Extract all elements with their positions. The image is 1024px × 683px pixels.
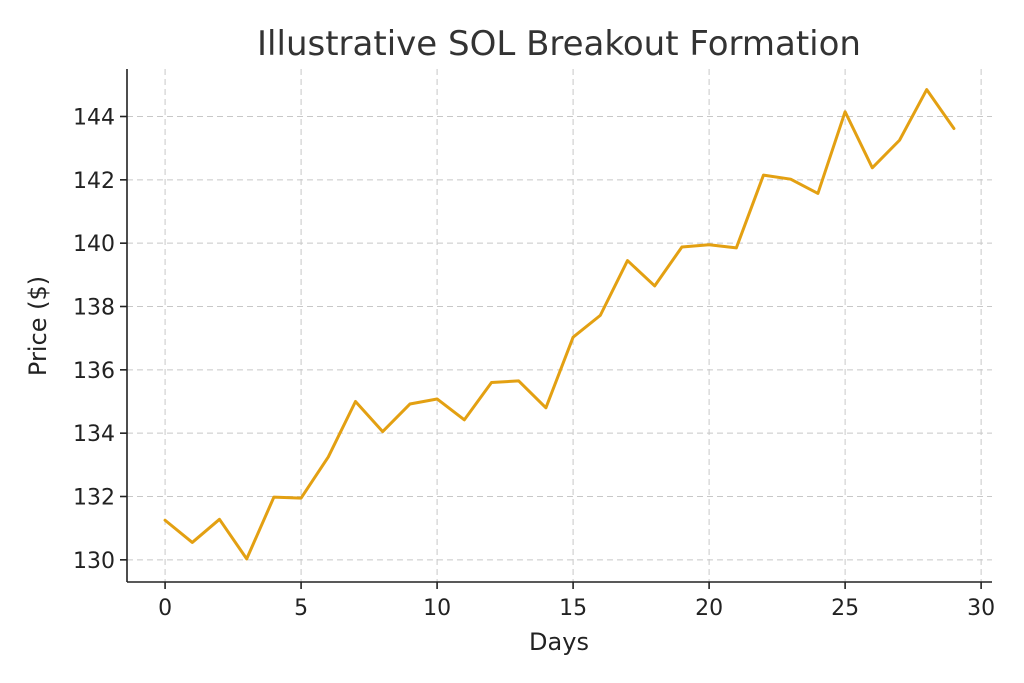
y-tick-label: 132 xyxy=(73,486,115,511)
x-tick-label: 30 xyxy=(967,596,995,621)
tick-labels: 0 5 10 15 20 25 30 130 132 134 136 138 140 142 144 xyxy=(73,106,995,622)
x-tick-label: 5 xyxy=(294,596,308,621)
price-series-line xyxy=(163,88,956,561)
y-tick-label: 134 xyxy=(73,422,115,447)
x-tick-label: 0 xyxy=(158,596,172,621)
x-axis-label: Days xyxy=(529,628,589,656)
y-axis-label: Price ($) xyxy=(24,276,52,376)
x-tick-label: 15 xyxy=(559,596,587,621)
x-tick-label: 20 xyxy=(695,596,723,621)
y-tick-label: 142 xyxy=(73,169,115,194)
y-tick-label: 138 xyxy=(73,296,115,321)
x-tick-label: 10 xyxy=(423,596,451,621)
series-layer xyxy=(163,88,956,561)
x-tick-label: 25 xyxy=(831,596,859,621)
chart-title: Illustrative SOL Breakout Formation xyxy=(257,24,861,64)
y-tick-label: 136 xyxy=(73,359,115,384)
y-tick-label: 140 xyxy=(73,232,115,257)
y-tick-label: 144 xyxy=(73,106,115,131)
y-tick-label: 130 xyxy=(73,549,115,574)
axes xyxy=(120,69,992,589)
